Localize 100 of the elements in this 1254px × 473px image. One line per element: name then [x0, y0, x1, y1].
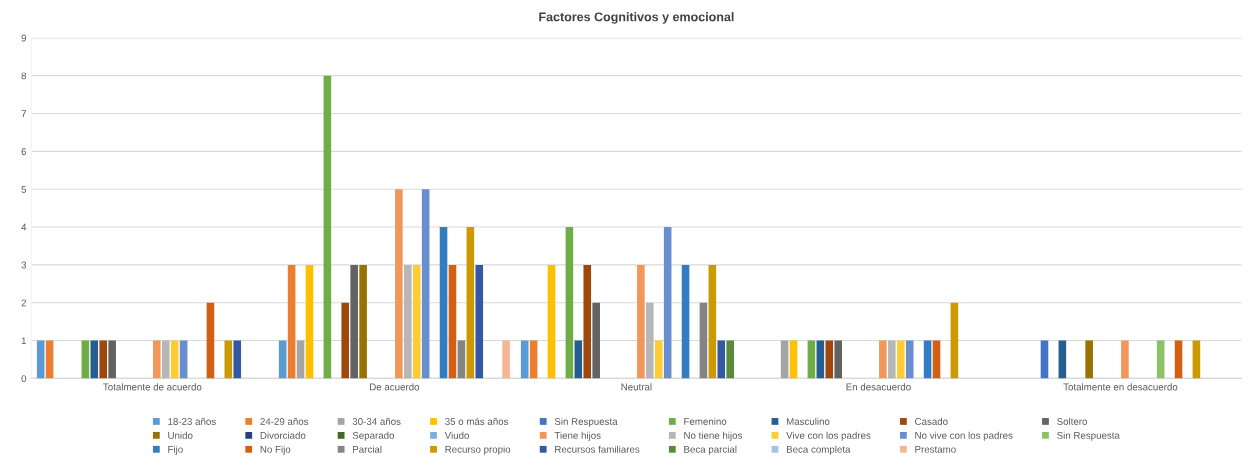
bar [153, 340, 161, 379]
y-tick-label: 7 [21, 110, 26, 118]
bar [646, 302, 654, 379]
bar [421, 189, 430, 379]
bar [1085, 340, 1093, 379]
x-tick-label: De acuerdo [370, 383, 420, 391]
bar [547, 264, 556, 379]
bar [502, 340, 510, 379]
bar [359, 264, 367, 379]
legend-label: Vive con los padres [786, 431, 871, 441]
bar [457, 340, 466, 379]
bar [583, 264, 592, 379]
bar [395, 189, 403, 379]
legend-label: Recurso propio [445, 445, 511, 455]
bar [90, 340, 99, 379]
bar [323, 75, 332, 379]
bar [780, 340, 789, 379]
bar [825, 340, 834, 379]
bar [681, 264, 690, 379]
legend-label: 35 o más años [445, 417, 509, 425]
bar [592, 302, 600, 379]
legend-label: Beca completa [786, 445, 851, 455]
legend-label: Parcial [353, 445, 382, 453]
legend-label: Sin Respuesta [554, 417, 618, 427]
bar [1174, 340, 1183, 379]
legend-label: No Fijo [260, 445, 291, 455]
legend-label: 18-23 años [168, 417, 216, 425]
bar [574, 340, 583, 379]
legend-label: Masculino [786, 417, 830, 425]
bar [896, 340, 905, 379]
x-tick-label: En desacuerdo [846, 383, 911, 391]
y-tick-label: 9 [21, 34, 27, 42]
bar [663, 227, 672, 379]
bar [278, 340, 287, 379]
bar [1058, 340, 1067, 379]
bar [466, 227, 475, 379]
x-tick-label: Totalmente en desacuerdo [1063, 383, 1178, 391]
legend-label: Unido [168, 431, 193, 439]
legend-label: Viudo [444, 431, 469, 439]
bar [412, 264, 421, 379]
legend-label: Fijo [168, 445, 183, 455]
bar [879, 340, 887, 379]
bar [403, 264, 412, 379]
bar [224, 340, 233, 379]
bar [1121, 340, 1129, 379]
bar [520, 340, 529, 379]
bar [36, 340, 45, 379]
legend-label: Prestamo [915, 446, 956, 453]
bar [816, 340, 825, 379]
legend-label: Tiene hijos [554, 431, 601, 441]
bar [439, 227, 448, 379]
y-tick-label: 8 [21, 72, 27, 80]
legend-label: No vive con los padres [915, 431, 1013, 441]
legend-label: No tiene hijos [684, 431, 743, 441]
bar [1192, 340, 1201, 379]
legend-label: Beca parcial [684, 445, 737, 455]
legend-label: Sin Respuesta [1057, 431, 1120, 441]
y-tick-label: 1 [21, 337, 27, 345]
bar [99, 340, 108, 379]
bar [726, 340, 735, 379]
legend-label: 30-34 años [352, 417, 401, 425]
y-tick-label: 2 [21, 299, 26, 307]
bar [81, 340, 90, 379]
bar [1040, 340, 1049, 379]
bar [341, 302, 350, 379]
bar [807, 340, 816, 379]
bar [206, 302, 215, 379]
y-tick-label: 5 [21, 186, 27, 193]
bar [637, 264, 645, 379]
bar [950, 302, 959, 379]
bar [305, 264, 314, 379]
bar [717, 340, 726, 379]
bar [475, 264, 484, 379]
legend-label: Recursos familiares [555, 445, 640, 453]
bar [161, 340, 170, 379]
bar [565, 227, 574, 379]
y-tick-label: 4 [21, 223, 27, 231]
bar [905, 340, 914, 379]
bar [529, 340, 538, 379]
legend-label: 24-29 años [260, 417, 309, 425]
bar [45, 340, 54, 379]
bar [1156, 340, 1165, 379]
bar [350, 264, 358, 379]
bar [108, 340, 116, 379]
y-tick-label: 6 [21, 148, 27, 155]
bar [296, 340, 305, 379]
legend-label: Soltero [1057, 417, 1088, 425]
x-tick-label: Totalmente de acuerdo [103, 383, 202, 391]
bar [699, 302, 708, 379]
bar [834, 340, 843, 379]
bar [789, 340, 798, 379]
legend-label: Divorciado [260, 431, 306, 439]
legend-label: Femenino [684, 417, 727, 425]
y-tick-label: 0 [21, 375, 27, 383]
bar [179, 340, 188, 379]
bar [448, 264, 457, 379]
y-tick-label: 3 [21, 261, 27, 269]
chart-title: Factores Cognitivos y emocional [539, 12, 734, 24]
bar [932, 340, 941, 379]
bar [888, 340, 896, 379]
